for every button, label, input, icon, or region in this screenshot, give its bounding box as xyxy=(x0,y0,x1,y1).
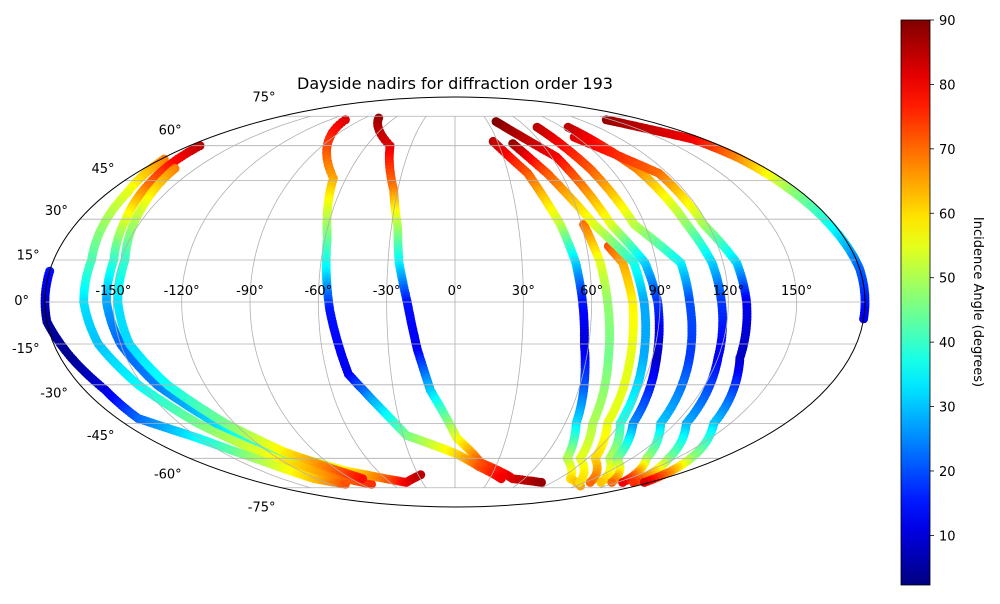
track-d-west xyxy=(40,266,350,489)
data-point xyxy=(574,477,584,487)
chart-title: Dayside nadirs for diffraction order 193 xyxy=(297,74,613,93)
lon-tick-label: -90° xyxy=(236,284,264,299)
track-j xyxy=(508,139,651,487)
lat-tick-label: -60° xyxy=(154,467,182,482)
graticule xyxy=(45,115,865,489)
lat-tick-label: -75° xyxy=(248,501,276,516)
lon-tick-label: -150° xyxy=(95,284,131,299)
data-point xyxy=(340,479,350,489)
meridian-gridline xyxy=(570,115,729,489)
lat-tick-label: 45° xyxy=(92,162,115,177)
colorbar: 10 20 30 40 50 60 70 80 90 Incidence Angle (degr… xyxy=(900,14,985,586)
lon-tick-label: 90° xyxy=(648,284,671,299)
colorbar-tick-label: 90 xyxy=(939,14,956,29)
colorbar-tick-label: 70 xyxy=(939,143,956,158)
colorbar-gradient xyxy=(900,19,931,586)
data-point xyxy=(367,479,376,489)
track-n xyxy=(569,132,752,487)
meridian-gridline xyxy=(181,115,340,489)
track-a xyxy=(79,154,376,489)
meridian-gridline xyxy=(386,116,427,488)
lon-tick-label: -30° xyxy=(373,284,401,299)
meridian-gridline xyxy=(112,115,311,489)
data-point xyxy=(607,477,617,487)
track-i1 xyxy=(574,220,615,487)
lon-tick-label: -60° xyxy=(304,284,332,299)
track-g xyxy=(373,113,546,487)
data-point xyxy=(585,477,595,487)
scatter-points xyxy=(40,113,870,491)
lon-tick-label: 30° xyxy=(512,284,535,299)
colorbar-tick-label: 20 xyxy=(939,465,956,480)
lat-tick-label: 15° xyxy=(17,248,40,263)
track-k xyxy=(491,117,664,487)
lat-tick-label: -45° xyxy=(87,429,115,444)
colorbar-tick-label: 60 xyxy=(939,207,956,222)
track-f xyxy=(488,136,590,491)
data-point xyxy=(639,477,649,487)
tick-labels: -150° -120° -90° -60° -30° 0° 30° 60° 90° 120° 150… xyxy=(12,90,812,515)
colorbar-tick-label: 10 xyxy=(939,529,956,544)
map-boundary xyxy=(44,96,866,508)
colorbar-tick-label: 50 xyxy=(939,272,956,287)
lon-tick-label: 0° xyxy=(448,284,463,299)
colorbar-label: Incidence Angle (degrees) xyxy=(970,217,985,387)
data-point xyxy=(629,477,638,487)
lon-tick-label: -120° xyxy=(164,284,200,299)
track-c xyxy=(113,164,368,484)
data-point xyxy=(496,474,506,484)
data-point xyxy=(416,470,426,480)
lon-tick-label: 150° xyxy=(781,284,812,299)
meridian-gridline xyxy=(599,115,798,489)
lat-tick-label: 75° xyxy=(252,90,275,105)
colorbar-tick-label: 80 xyxy=(939,78,956,93)
lat-tick-label: 30° xyxy=(45,204,68,219)
lat-tick-label: -30° xyxy=(40,386,68,401)
track-l xyxy=(532,122,697,487)
data-point xyxy=(358,474,368,484)
lat-tick-label: 60° xyxy=(159,123,182,138)
meridian-gridline xyxy=(541,115,661,489)
track-h xyxy=(321,115,506,484)
meridian-gridline xyxy=(512,115,593,489)
data-point xyxy=(596,477,606,487)
data-point xyxy=(537,477,546,487)
colorbar-tick-label: 30 xyxy=(939,401,956,416)
meridian-gridline xyxy=(249,115,369,489)
lat-tick-label: -15° xyxy=(12,342,40,357)
meridian-gridline xyxy=(317,115,398,489)
meridian-gridline xyxy=(483,116,524,488)
colorbar-tick-label: 40 xyxy=(939,336,956,351)
lon-tick-label: 120° xyxy=(713,284,744,299)
lon-tick-label: 60° xyxy=(580,284,603,299)
colorbar-ticks: 10 20 30 40 50 60 70 80 90 xyxy=(930,14,956,544)
track-i2 xyxy=(585,241,638,487)
lat-tick-label: 0° xyxy=(14,294,29,309)
